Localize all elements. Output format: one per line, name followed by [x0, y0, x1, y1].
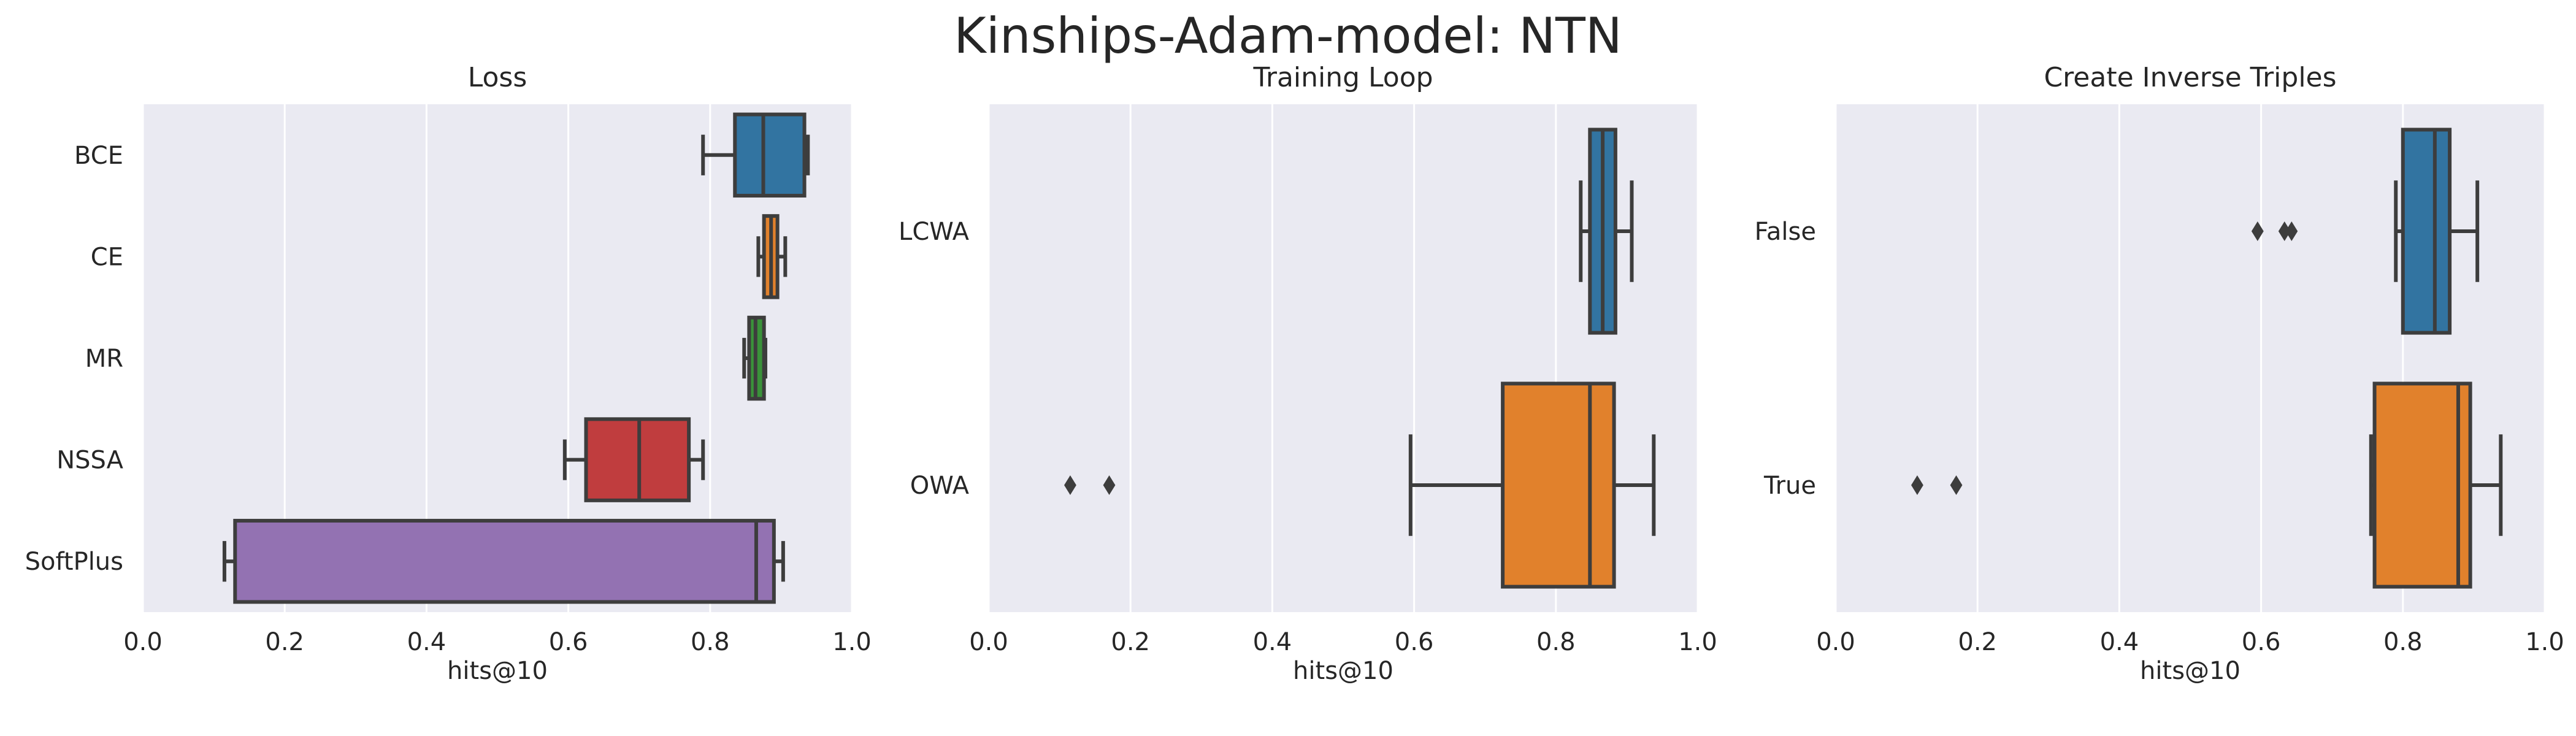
panel-loss: 0.0 0.2 0.4 0.6 0.8 1.0 BCE CE MR NSSA SoftPlus Lo… — [25, 62, 872, 685]
grid — [987, 104, 1699, 612]
y-tick-label: True — [1763, 472, 1816, 500]
outlier-point — [1911, 475, 1923, 495]
x-tick-label: 1.0 — [2525, 628, 2564, 656]
x-tick-label: 0.4 — [1253, 628, 1292, 656]
ticks: 0.0 0.2 0.4 0.6 0.8 1.0 BCE CE MR NSSA SoftPlus — [25, 142, 872, 656]
y-tick-label: False — [1755, 218, 1816, 246]
box-iqr — [2372, 381, 2472, 589]
box-bce — [701, 112, 810, 198]
box-true — [1911, 381, 2503, 589]
x-tick-label: 0.0 — [969, 628, 1008, 656]
box-nssa — [562, 417, 705, 502]
boxes — [1064, 128, 1656, 589]
y-tick-label: LCWA — [899, 218, 970, 246]
box-softplus — [222, 518, 785, 604]
x-tick-label: 0.8 — [691, 628, 730, 656]
panel-title: Loss — [468, 62, 527, 93]
y-tick-label: NSSA — [56, 447, 123, 475]
panel-create-inverse-triples: 0.0 0.2 0.4 0.6 0.8 1.0 False True Create Inver… — [1755, 62, 2564, 685]
x-axis-label: hits@10 — [1293, 657, 1393, 685]
outlier-point — [1950, 475, 1963, 495]
box-iqr — [2401, 128, 2452, 335]
y-tick-label: OWA — [910, 472, 970, 500]
box-lcwa — [1579, 128, 1634, 335]
grid — [142, 104, 853, 612]
x-tick-label: 0.2 — [1111, 628, 1150, 656]
x-tick-label: 0.2 — [265, 628, 304, 656]
ticks: 0.0 0.2 0.4 0.6 0.8 1.0 LCWA OWA — [899, 218, 1717, 656]
boxes — [1911, 128, 2503, 589]
box-iqr — [733, 112, 807, 198]
x-tick-label: 0.6 — [2242, 628, 2281, 656]
x-axis-label: hits@10 — [2140, 657, 2241, 685]
box-iqr — [1501, 381, 1616, 589]
x-tick-label: 0.0 — [1816, 628, 1855, 656]
box-ce — [756, 214, 788, 299]
box-false — [2251, 128, 2480, 335]
outlier-point — [1103, 475, 1116, 495]
box-iqr — [233, 518, 776, 604]
x-tick-label: 1.0 — [832, 628, 872, 656]
x-tick-label: 0.2 — [1958, 628, 1997, 656]
outlier-point — [2251, 221, 2264, 241]
x-tick-label: 0.4 — [407, 628, 447, 656]
panel-title: Create Inverse Triples — [2044, 62, 2336, 93]
outlier-point — [1064, 475, 1076, 495]
y-tick-label: BCE — [74, 142, 123, 170]
boxes — [222, 112, 810, 604]
box-owa — [1064, 381, 1656, 589]
y-tick-label: MR — [85, 345, 123, 373]
y-tick-label: CE — [91, 243, 123, 271]
outlier-point — [2285, 221, 2298, 241]
x-tick-label: 0.6 — [1395, 628, 1434, 656]
x-tick-label: 0.0 — [123, 628, 163, 656]
x-tick-label: 0.8 — [2383, 628, 2423, 656]
box-mr — [742, 315, 767, 401]
x-tick-label: 1.0 — [1678, 628, 1717, 656]
y-tick-label: SoftPlus — [25, 548, 123, 576]
figure-title: Kinships-Adam-model: NTN — [954, 7, 1622, 64]
x-tick-label: 0.8 — [1536, 628, 1576, 656]
x-tick-label: 0.4 — [2100, 628, 2139, 656]
x-tick-label: 0.6 — [549, 628, 588, 656]
ticks: 0.0 0.2 0.4 0.6 0.8 1.0 False True — [1755, 218, 2564, 656]
x-axis-label: hits@10 — [447, 657, 548, 685]
panel-title: Training Loop — [1252, 62, 1433, 93]
outlier-point — [2278, 221, 2291, 241]
